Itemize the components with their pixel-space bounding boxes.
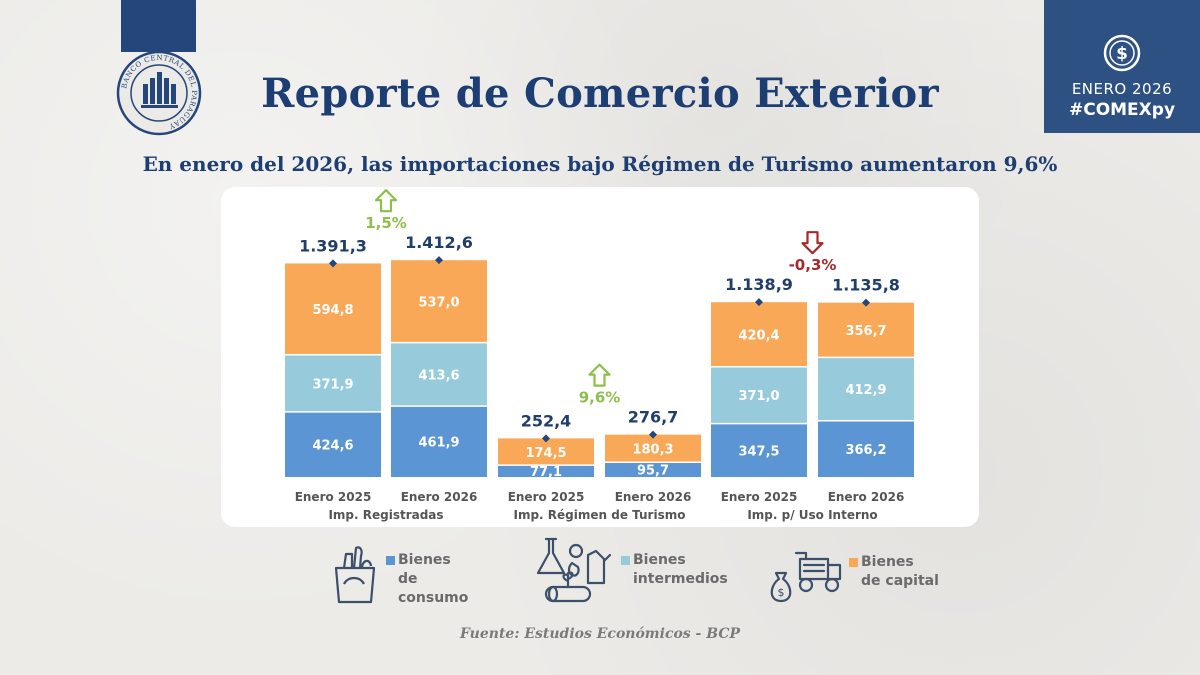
bar-segment-consumo [711,423,807,477]
data-label-consumo: 347,5 [738,444,779,459]
lab-fuel-wood-icon [536,537,612,603]
corner-date: ENERO 2026 [1071,80,1173,98]
change-percent-label: 9,6% [579,389,621,407]
total-marker [862,298,870,307]
group-label: Imp. Régimen de Turismo [514,508,686,522]
dollar-coin-icon: $ [1103,34,1141,72]
data-label-capital: 420,4 [738,328,779,343]
data-label-consumo: 424,6 [312,438,353,453]
data-label-intermedios: 412,9 [845,383,886,398]
data-label-intermedios: 371,9 [312,377,353,392]
change-percent-label: 1,5% [365,214,407,232]
bar-segment-intermedios [818,357,914,421]
total-marker [329,259,337,268]
page-title: Reporte de Comercio Exterior [261,70,939,117]
change-arrow-down-icon [801,231,824,255]
svg-text:$: $ [1116,44,1128,64]
stacked-bar-chart: 424,6 371,9 594,8 1.391,3 Enero 2025 461,9 413… [285,189,914,522]
banco-central-seal-icon: BANCO CENTRAL DEL PARAGUAY [116,50,202,136]
legend-label-consumo: Bienes de consumo [398,552,469,606]
bar-segment-capital [498,438,594,466]
bar-segment-capital [605,434,701,463]
bar-segment-capital [818,302,914,358]
total-label: 1.138,9 [725,275,793,294]
x-tick-label: Enero 2025 [508,490,585,504]
logo-ribbon [121,0,196,52]
svg-text:$: $ [778,586,785,599]
total-label: 276,7 [628,408,679,427]
bar-segment-capital [711,302,807,367]
data-label-capital: 537,0 [418,295,459,310]
legend-item-consumo: Bienes de consumo [330,542,480,606]
total-label: 1.391,3 [299,236,367,255]
shopping-bag-icon [334,546,376,604]
bar-segment-consumo [391,406,487,477]
total-marker [435,256,443,265]
bar-segment-consumo [285,411,381,477]
legend-swatch-capital [849,558,858,567]
chart-card: 424,6 371,9 594,8 1.391,3 Enero 2025 461,9 413… [221,187,979,527]
bar-segment-intermedios [285,354,381,412]
legend-item-intermedios: Bienes intermedios [532,535,728,605]
page-subtitle: En enero del 2026, las importaciones baj… [142,152,1058,176]
data-label-consumo: 77,1 [530,465,562,480]
x-tick-label: Enero 2026 [615,490,692,504]
money-bag-harvester-icon: $ [770,551,842,603]
corner-hashtag: #COMEXpy [1068,100,1176,120]
bar-segment-consumo [498,465,594,477]
legend-label-intermedios: Bienes intermedios [633,552,728,587]
x-tick-label: Enero 2026 [828,490,905,504]
data-label-consumo: 461,9 [418,436,459,451]
bar-segment-capital [391,260,487,343]
x-tick-label: Enero 2026 [401,490,478,504]
bar-segment-consumo [605,462,701,477]
total-marker [649,430,657,439]
data-label-intermedios: 371,0 [738,389,779,404]
date-badge: $ ENERO 2026 #COMEXpy [1044,0,1200,133]
data-label-capital: 594,8 [312,303,353,318]
legend-swatch-consumo [386,556,395,565]
change-arrow-up-icon [588,363,611,387]
total-marker [755,298,763,307]
x-tick-label: Enero 2025 [721,490,798,504]
change-percent-label: -0,3% [789,256,837,274]
data-label-capital: 174,5 [525,446,566,461]
group-label: Imp. p/ Uso Interno [747,508,877,522]
total-label: 1.412,6 [405,233,473,252]
data-label-intermedios: 413,6 [418,368,459,383]
bar-segment-intermedios [711,366,807,424]
data-label-consumo: 95,7 [637,464,669,479]
data-label-capital: 180,3 [632,442,673,457]
total-marker [542,434,550,443]
data-label-capital: 356,7 [845,324,886,339]
group-label: Imp. Registradas [328,508,443,522]
legend-swatch-intermedios [621,556,630,565]
bar-segment-consumo [818,420,914,477]
total-label: 252,4 [521,411,572,430]
bar-segment-intermedios [391,342,487,407]
x-tick-label: Enero 2025 [295,490,372,504]
data-label-consumo: 366,2 [845,443,886,458]
legend-item-capital: $ Bienes de capital [766,545,946,607]
legend-label-capital: Bienes de capital [861,554,939,589]
total-label: 1.135,8 [832,276,900,295]
change-arrow-up-icon [374,189,398,213]
source-note: Fuente: Estudios Económicos - BCP [459,626,741,642]
bar-segment-capital [285,263,381,355]
